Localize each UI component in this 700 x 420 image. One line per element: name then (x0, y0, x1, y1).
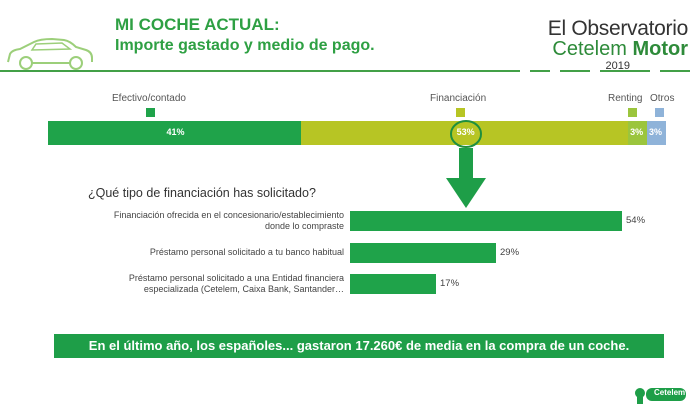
stacked-value-label-financiacion: 53% (456, 127, 475, 137)
legend-swatch-financiacion (456, 108, 465, 117)
financing-bar (350, 274, 436, 294)
financing-category-label-line: Financiación ofrecida en el concesionari… (113, 210, 344, 220)
legend-swatch-efectivo (146, 108, 155, 117)
financing-category-label: Préstamo personal solicitado a tu banco … (74, 247, 344, 258)
summary-banner: En el último año, los españoles... gasta… (54, 334, 664, 358)
payment-method-stacked-bar: 41% 53% 3% 3% (48, 121, 666, 145)
legend-swatch-otros (655, 108, 664, 117)
financing-value-label: 17% (440, 278, 460, 289)
logo-cetelem-text: Cetelem (552, 38, 627, 60)
highlight-circle (448, 119, 484, 154)
observatorio-logo: El Observatorio Cetelem Motor 2019 (538, 17, 689, 72)
header-divider-dash (660, 70, 690, 72)
financing-category-label-line: especializada (Cetelem, Caixa Bank, Sant… (143, 284, 344, 294)
stacked-segment-renting: 3% (628, 121, 648, 145)
header-divider-dash (600, 70, 650, 72)
logo-line1: El Observatorio (547, 17, 689, 40)
financing-bar (350, 243, 496, 263)
cetelem-logo-text: Cetelem (654, 388, 686, 397)
logo-line2: Cetelem Motor (538, 39, 688, 59)
financing-category-label-line: Préstamo personal solicitado a tu banco … (149, 247, 344, 257)
financing-category-label-line: Préstamo personal solicitado a una Entid… (128, 273, 344, 283)
down-arrow-icon (446, 148, 486, 215)
financing-value-label: 29% (500, 247, 520, 258)
stacked-segment-financiacion: 53% (300, 121, 629, 145)
header-divider (0, 70, 520, 72)
logo-motor-text: Motor (632, 38, 688, 60)
stacked-value-label-renting: 3% (630, 127, 644, 137)
stacked-value-label-efectivo: 41% (166, 127, 185, 137)
legend-financiacion: Financiación (430, 93, 487, 104)
financing-category-label-line: donde lo compraste (264, 221, 344, 231)
page-title: MI COCHE ACTUAL: Importe gastado y medio… (115, 14, 375, 56)
stacked-value-label-otros: 3% (649, 127, 663, 137)
financing-category-label: Financiación ofrecida en el concesionari… (74, 210, 344, 232)
financing-category-label: Préstamo personal solicitado a una Entid… (74, 273, 344, 295)
subtitle-line: Importe gastado y medio de pago. (115, 37, 375, 54)
title-line: MI COCHE ACTUAL: (115, 15, 280, 34)
stacked-segment-otros: 3% (647, 121, 666, 145)
legend-swatch-renting (628, 108, 637, 117)
financing-value-label: 54% (626, 215, 646, 226)
logo-year: 2019 (605, 60, 630, 72)
legend-efectivo: Efectivo/contado (112, 93, 186, 104)
legend-renting: Renting (608, 93, 643, 104)
header-divider-dash (530, 70, 550, 72)
stacked-segment-efectivo: 41% (48, 121, 301, 145)
legend-otros: Otros (650, 93, 675, 104)
car-icon (4, 34, 96, 77)
header-divider-dash (560, 70, 590, 72)
financing-question: ¿Qué tipo de financiación has solicitado… (88, 186, 316, 200)
financing-bar (350, 211, 622, 231)
cetelem-logo: Cetelem (632, 384, 688, 411)
